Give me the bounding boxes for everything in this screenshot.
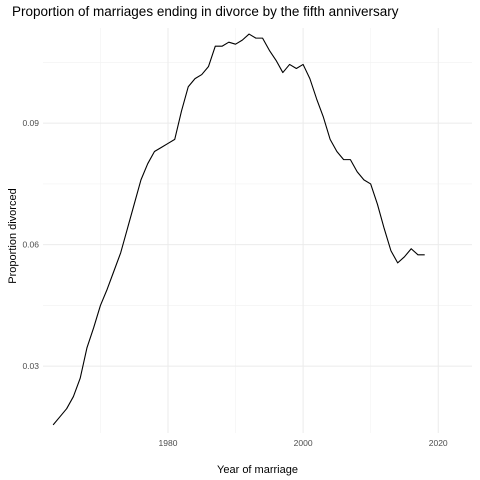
y-axis-ticks: 0.03 0.06 0.09 <box>22 118 39 371</box>
y-tick-label: 0.09 <box>22 118 39 128</box>
series-layer <box>52 33 425 426</box>
x-tick-label: 1980 <box>159 438 178 448</box>
x-tick-label: 2020 <box>429 438 448 448</box>
y-tick-label: 0.03 <box>22 361 39 371</box>
y-axis-title: Proportion divorced <box>7 188 19 283</box>
x-tick-label: 2000 <box>294 438 313 448</box>
x-axis-ticks: 1980 2000 2020 <box>159 438 448 448</box>
x-axis-title: Year of marriage <box>217 464 298 476</box>
grid <box>43 28 472 433</box>
series-line <box>52 33 425 426</box>
y-tick-label: 0.06 <box>22 240 39 250</box>
chart-title: Proportion of marriages ending in divorc… <box>12 4 399 19</box>
